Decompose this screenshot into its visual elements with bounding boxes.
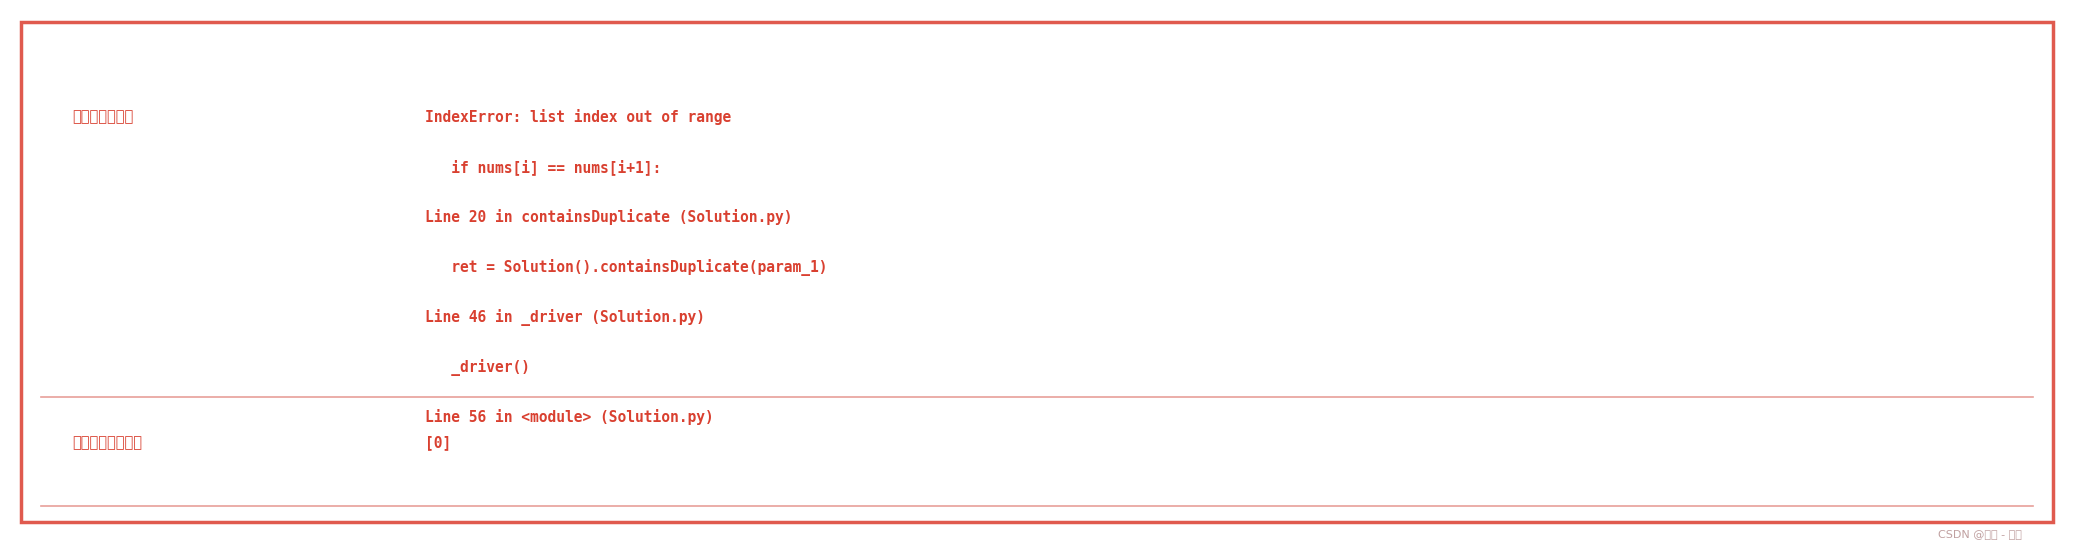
Text: Line 46 in _driver (Solution.py): Line 46 in _driver (Solution.py) [425, 309, 705, 326]
Text: 最后执行的输入：: 最后执行的输入： [73, 435, 143, 450]
Text: [0]: [0] [425, 435, 452, 450]
Text: IndexError: list index out of range: IndexError: list index out of range [425, 109, 732, 125]
Text: if nums[i] == nums[i+1]:: if nums[i] == nums[i+1]: [425, 159, 662, 175]
FancyBboxPatch shape [21, 22, 2053, 522]
Text: _driver(): _driver() [425, 359, 531, 376]
Text: 执行出错信息：: 执行出错信息： [73, 109, 135, 124]
Text: CSDN @迷途 - 知返: CSDN @迷途 - 知返 [1939, 529, 2022, 539]
Text: Line 56 in <module> (Solution.py): Line 56 in <module> (Solution.py) [425, 409, 713, 425]
Text: ret = Solution().containsDuplicate(param_1): ret = Solution().containsDuplicate(param… [425, 259, 828, 276]
Text: Line 20 in containsDuplicate (Solution.py): Line 20 in containsDuplicate (Solution.p… [425, 209, 792, 225]
